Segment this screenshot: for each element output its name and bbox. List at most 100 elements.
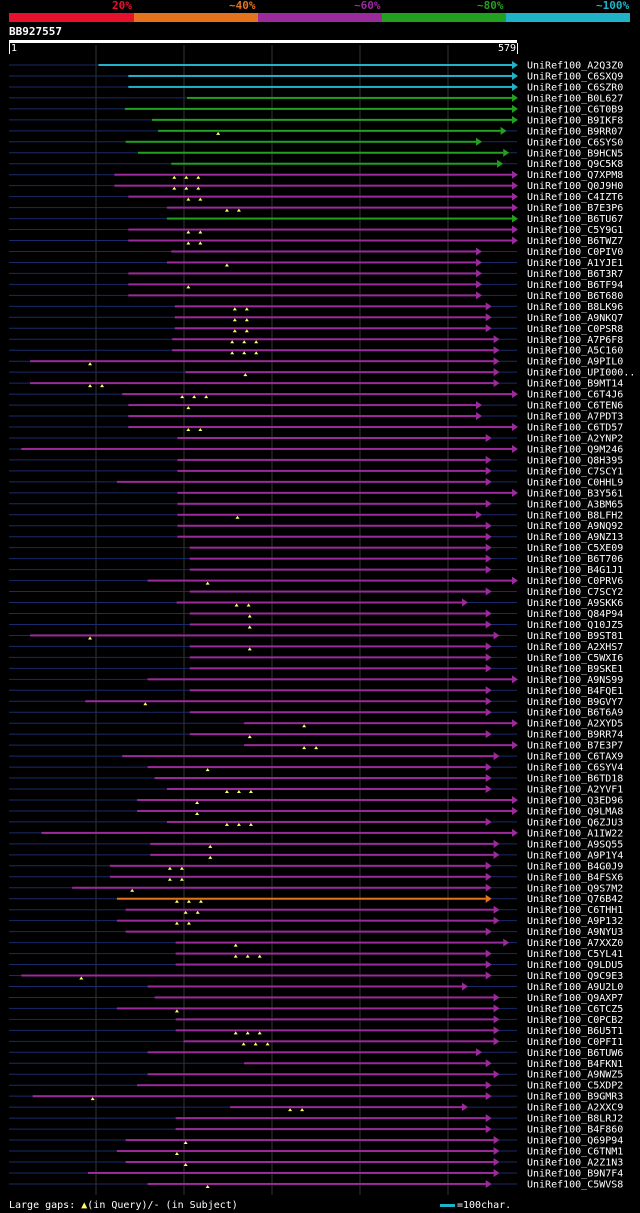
hit-row[interactable]: UniRef100_C7SCY2 (9, 587, 623, 598)
hit-label[interactable]: UniRef100_B9GMR3 (527, 1092, 623, 1103)
hit-label[interactable]: UniRef100_A9P1Y4 (527, 850, 623, 861)
hit-row[interactable]: UniRef100_Q9LMA8 (9, 806, 623, 817)
hit-label[interactable]: UniRef100_C6T4J6 (527, 390, 623, 401)
hit-label[interactable]: UniRef100_B3Y561 (527, 488, 623, 499)
hit-label[interactable]: UniRef100_B8LRJ2 (527, 1114, 623, 1125)
hit-row[interactable]: UniRef100_Q3ED96 (9, 795, 623, 806)
hit-row[interactable]: UniRef100_C0PCB2 (9, 1015, 623, 1026)
hit-label[interactable]: UniRef100_A9SKK6 (527, 598, 623, 609)
hit-row[interactable]: UniRef100_A2YNP2 (9, 433, 623, 444)
hit-label[interactable]: UniRef100_A2XHS7 (527, 642, 623, 653)
hit-row[interactable]: UniRef100_C5XE09 (9, 543, 623, 554)
hit-row[interactable]: UniRef100_B9IKF8 (9, 115, 623, 126)
hit-label[interactable]: UniRef100_Q69P94 (527, 1136, 623, 1147)
hit-label[interactable]: UniRef100_A2XYD5 (527, 719, 623, 730)
hit-row[interactable]: UniRef100_B7E3P6 (9, 203, 623, 214)
hit-row[interactable]: UniRef100_B9SKE1 (9, 664, 623, 675)
hit-label[interactable]: UniRef100_B4FQE1 (527, 686, 623, 697)
hit-label[interactable]: UniRef100_B4F860 (527, 1125, 623, 1136)
hit-row[interactable]: UniRef100_A2Q3Z0 (9, 61, 623, 72)
hit-label[interactable]: UniRef100_C6T0B9 (527, 104, 623, 115)
hit-row[interactable]: UniRef100_Q69P94 (9, 1136, 623, 1147)
hit-row[interactable]: UniRef100_C6T0B9 (9, 104, 623, 115)
hit-row[interactable]: UniRef100_A2XYD5 (9, 719, 623, 730)
hit-row[interactable]: UniRef100_Q8H395 (9, 455, 623, 466)
hit-label[interactable]: UniRef100_B6T706 (527, 554, 623, 565)
hit-label[interactable]: UniRef100_B4G0J9 (527, 861, 623, 872)
hit-row[interactable]: UniRef100_B8LRJ2 (9, 1114, 623, 1125)
hit-row[interactable]: UniRef100_B6T3R7 (9, 269, 623, 280)
hit-row[interactable]: UniRef100_A9P1Y4 (9, 850, 623, 861)
hit-row[interactable]: UniRef100_C6SXQ9 (9, 71, 623, 82)
hit-label[interactable]: UniRef100_B9IKF8 (527, 115, 623, 126)
hit-row[interactable]: UniRef100_Q9S7M2 (9, 883, 623, 894)
hit-row[interactable]: UniRef100_B6T6A9 (9, 708, 623, 719)
hit-label[interactable]: UniRef100_B4FKN1 (527, 1059, 623, 1070)
hit-row[interactable]: UniRef100_C0HHL9 (9, 477, 623, 488)
hit-row[interactable]: UniRef100_B6TUW6 (9, 1048, 623, 1059)
hit-row[interactable]: UniRef100_Q9C9E3 (9, 971, 623, 982)
hit-label[interactable]: UniRef100_UPI000.. (527, 368, 635, 379)
hit-row[interactable]: UniRef100_A5C160 (9, 346, 623, 357)
hit-label[interactable]: UniRef100_Q9C5K8 (527, 159, 623, 170)
hit-label[interactable]: UniRef100_B9RR07 (527, 126, 623, 137)
hit-label[interactable]: UniRef100_B6TD18 (527, 774, 623, 785)
hit-row[interactable]: UniRef100_A2Z1N3 (9, 1158, 623, 1169)
hit-label[interactable]: UniRef100_C0PCB2 (527, 1015, 623, 1026)
hit-label[interactable]: UniRef100_A2YVF1 (527, 785, 623, 796)
hit-row[interactable]: UniRef100_B4F860 (9, 1125, 623, 1136)
hit-label[interactable]: UniRef100_C6TD57 (527, 423, 623, 434)
hit-row[interactable]: UniRef100_C6TEN6 (9, 401, 623, 412)
hit-label[interactable]: UniRef100_C5WXI6 (527, 653, 623, 664)
hit-row[interactable]: UniRef100_C6SYV4 (9, 763, 623, 774)
hit-label[interactable]: UniRef100_C4IZT6 (527, 192, 623, 203)
hit-label[interactable]: UniRef100_B9N7F4 (527, 1168, 623, 1179)
hit-label[interactable]: UniRef100_C6TNM1 (527, 1147, 623, 1158)
hit-label[interactable]: UniRef100_C6TEN6 (527, 401, 623, 412)
hit-label[interactable]: UniRef100_C6TCZ5 (527, 1004, 623, 1015)
hit-label[interactable]: UniRef100_Q0J9H0 (527, 181, 623, 192)
hit-row[interactable]: UniRef100_C0PSR8 (9, 324, 623, 335)
hit-label[interactable]: UniRef100_C0PSR8 (527, 324, 623, 335)
hit-row[interactable]: UniRef100_B3Y561 (9, 488, 623, 499)
hit-label[interactable]: UniRef100_Q9LMA8 (527, 806, 623, 817)
hit-row[interactable]: UniRef100_B4FQE1 (9, 686, 623, 697)
hit-label[interactable]: UniRef100_Q84P94 (527, 609, 623, 620)
hit-label[interactable]: UniRef100_B4FSX6 (527, 872, 623, 883)
hit-row[interactable]: UniRef100_B6TD18 (9, 774, 623, 785)
hit-row[interactable]: UniRef100_A3BM65 (9, 499, 623, 510)
hit-label[interactable]: UniRef100_C0HHL9 (527, 477, 623, 488)
hit-row[interactable]: UniRef100_A1IW22 (9, 828, 623, 839)
hit-label[interactable]: UniRef100_B4G1J1 (527, 565, 623, 576)
hit-label[interactable]: UniRef100_Q9AXP7 (527, 993, 623, 1004)
hit-row[interactable]: UniRef100_C5YL41 (9, 949, 623, 960)
hit-row[interactable]: UniRef100_B4FKN1 (9, 1059, 623, 1070)
hit-label[interactable]: UniRef100_Q10JZ5 (527, 620, 623, 631)
hit-label[interactable]: UniRef100_A9NS99 (527, 675, 623, 686)
hit-label[interactable]: UniRef100_C7SCY2 (527, 587, 623, 598)
hit-label[interactable]: UniRef100_B0L627 (527, 93, 623, 104)
hit-row[interactable]: UniRef100_B9GMR3 (9, 1092, 623, 1103)
hit-row[interactable]: UniRef100_A1YJE1 (9, 258, 623, 269)
hit-row[interactable]: UniRef100_B6TF94 (9, 280, 623, 291)
hit-label[interactable]: UniRef100_B8LFH2 (527, 510, 623, 521)
hit-label[interactable]: UniRef100_B9GVY7 (527, 697, 623, 708)
hit-label[interactable]: UniRef100_C0PIV0 (527, 247, 623, 258)
hit-label[interactable]: UniRef100_C6TAX9 (527, 752, 623, 763)
hit-label[interactable]: UniRef100_B6T6A9 (527, 708, 623, 719)
hit-label[interactable]: UniRef100_B6U5T1 (527, 1026, 623, 1037)
hit-label[interactable]: UniRef100_A9P132 (527, 916, 623, 927)
hit-label[interactable]: UniRef100_B7E3P6 (527, 203, 623, 214)
hit-row[interactable]: UniRef100_C5XDP2 (9, 1081, 623, 1092)
hit-label[interactable]: UniRef100_Q8H395 (527, 455, 623, 466)
hit-label[interactable]: UniRef100_Q9M246 (527, 444, 623, 455)
hit-row[interactable]: UniRef100_B6TWZ7 (9, 236, 623, 247)
hit-label[interactable]: UniRef100_A5C160 (527, 346, 623, 357)
hit-row[interactable]: UniRef100_C4IZT6 (9, 192, 623, 203)
hit-label[interactable]: UniRef100_Q9S7M2 (527, 883, 623, 894)
hit-label[interactable]: UniRef100_A2YNP2 (527, 433, 623, 444)
hit-label[interactable]: UniRef100_A7XXZ0 (527, 938, 623, 949)
hit-row[interactable]: UniRef100_A9NS99 (9, 675, 623, 686)
hit-row[interactable]: UniRef100_C6TD57 (9, 423, 623, 434)
hit-label[interactable]: UniRef100_C6SZR0 (527, 82, 623, 93)
